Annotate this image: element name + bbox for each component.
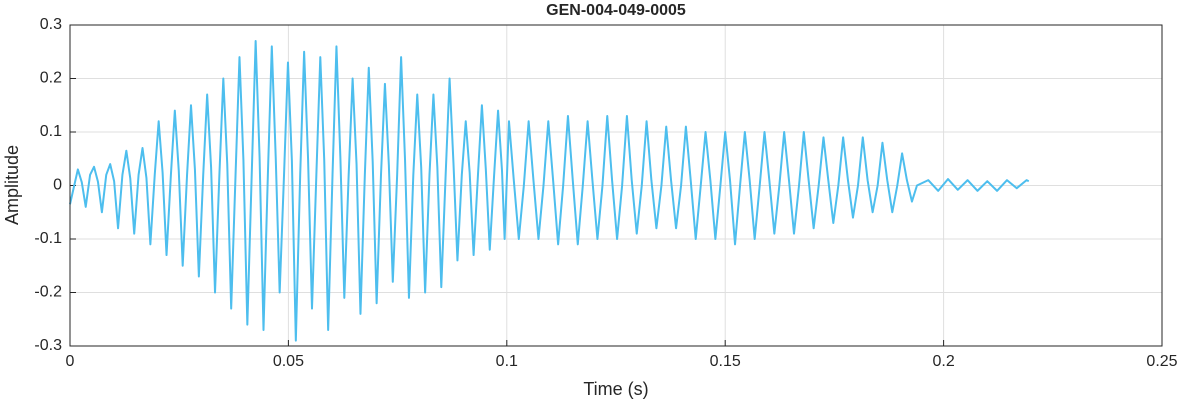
x-tick-label: 0 xyxy=(66,353,75,370)
y-tick-label: 0 xyxy=(53,177,62,194)
x-tick-label: 0.1 xyxy=(496,353,518,370)
y-tick-label: 0.1 xyxy=(40,123,62,140)
y-tick-label: -0.1 xyxy=(34,230,62,247)
plot-frame xyxy=(69,24,1163,347)
y-tick-label: 0.3 xyxy=(40,16,62,33)
y-tick-label: -0.2 xyxy=(34,284,62,301)
y-axis-label: Amplitude xyxy=(2,145,22,225)
waveform xyxy=(69,40,1030,342)
x-tick-label: 0.25 xyxy=(1146,353,1177,370)
chart-title: GEN-004-049-0005 xyxy=(546,2,686,19)
x-axis-label: Time (s) xyxy=(583,379,648,399)
y-tick-label: 0.2 xyxy=(40,70,62,87)
x-tick-label: 0.2 xyxy=(932,353,954,370)
x-tick-label: 0.15 xyxy=(710,353,741,370)
y-tick-label: -0.3 xyxy=(34,337,62,354)
x-tick-label: 0.05 xyxy=(273,353,304,370)
